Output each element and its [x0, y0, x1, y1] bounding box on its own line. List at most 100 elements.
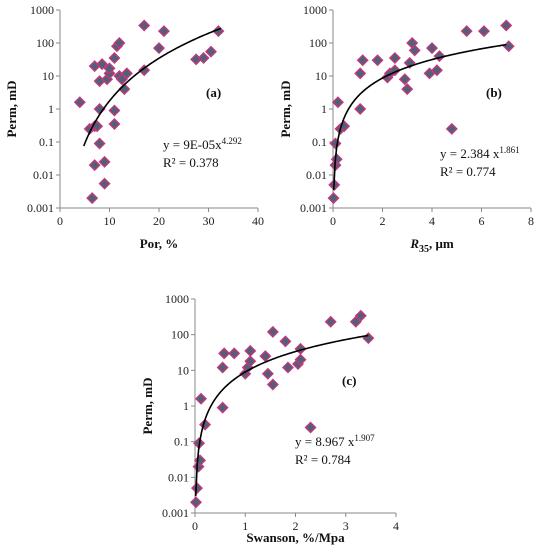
- data-point-fill: [140, 21, 149, 30]
- data-point: [261, 367, 274, 380]
- data-point-fill: [283, 363, 292, 372]
- data-point: [98, 177, 111, 190]
- data-point-fill: [220, 349, 229, 358]
- data-point: [430, 64, 443, 77]
- data-point: [216, 401, 229, 414]
- data-point: [108, 52, 121, 65]
- data-point: [371, 54, 384, 67]
- data-point: [244, 355, 257, 368]
- x-axis-title-main: R: [409, 236, 419, 251]
- data-point-fill: [115, 39, 124, 47]
- trendline: [83, 27, 222, 147]
- x-tick-label: 8: [528, 214, 534, 228]
- data-point: [108, 118, 121, 131]
- trend-equation: y = 9E-05x4.292: [163, 136, 242, 152]
- data-point-fill: [261, 352, 270, 361]
- trendline: [194, 334, 369, 497]
- x-tick-label: 0: [57, 214, 63, 228]
- data-point-fill: [75, 98, 84, 107]
- x-tick-label: 20: [153, 214, 165, 228]
- data-point: [502, 40, 515, 53]
- x-tick-label: 10: [104, 214, 116, 228]
- data-point-fill: [425, 69, 434, 78]
- data-point-fill: [400, 75, 409, 84]
- x-tick-label: 1: [242, 519, 248, 533]
- x-tick-label: 6: [479, 214, 485, 228]
- y-tick-label: 10: [177, 363, 189, 377]
- data-point-fill: [110, 54, 119, 63]
- data-point: [331, 96, 344, 109]
- data-point-fill: [246, 346, 255, 355]
- data-point-fill: [100, 157, 109, 166]
- data-point: [324, 315, 337, 328]
- y-tick-label: 100: [171, 328, 189, 342]
- data-point-fill: [159, 27, 168, 36]
- trend-equation-base: y = 9E-05x: [163, 137, 222, 152]
- data-point: [153, 42, 165, 55]
- r-squared: R² = 0.774: [440, 164, 496, 179]
- x-axis-title-subscript: 35: [419, 244, 429, 255]
- data-point: [327, 192, 340, 205]
- data-point-fill: [110, 106, 119, 115]
- data-point-fill: [110, 120, 119, 129]
- y-tick-label: 100: [309, 36, 327, 50]
- trend-equation-exponent: 4.292: [222, 136, 242, 146]
- y-tick-label: 0.001: [162, 506, 189, 520]
- trend-equation: y = 2.384 x1.861: [440, 145, 520, 161]
- data-point-fill: [88, 194, 97, 203]
- x-tick-label: 40: [252, 214, 264, 228]
- data-point-fill: [428, 44, 436, 53]
- data-point-fill: [98, 60, 107, 69]
- data-point-fill: [504, 42, 513, 51]
- x-tick-label: 4: [429, 214, 435, 228]
- data-point: [228, 347, 241, 360]
- data-point-fill: [246, 357, 255, 366]
- y-tick-label: 0.01: [306, 168, 327, 182]
- data-point-fill: [479, 27, 488, 36]
- data-point: [197, 52, 210, 65]
- data-point-fill: [356, 69, 365, 78]
- data-point: [93, 137, 106, 150]
- data-point: [281, 361, 294, 374]
- y-tick-label: 1000: [303, 3, 327, 17]
- data-point: [86, 192, 99, 205]
- trend-equation: y = 8.967 x1.907: [295, 433, 375, 449]
- x-tick-label: 0: [330, 214, 336, 228]
- data-point-fill: [218, 363, 227, 372]
- x-tick-label: 3: [343, 519, 349, 533]
- data-point-fill: [263, 369, 272, 378]
- data-point: [329, 137, 342, 150]
- data-point: [259, 350, 272, 363]
- data-point: [88, 159, 101, 172]
- y-tick-label: 100: [36, 36, 54, 50]
- y-tick-label: 0.01: [33, 168, 54, 182]
- data-point: [138, 19, 151, 32]
- trend-equation-base: y = 8.967 x: [295, 434, 355, 449]
- data-point: [138, 64, 151, 77]
- data-point-fill: [206, 47, 215, 56]
- data-point: [195, 392, 208, 405]
- data-point-fill: [306, 423, 315, 432]
- y-tick-label: 10: [42, 69, 54, 83]
- data-point-fill: [122, 69, 131, 78]
- trend-equation-exponent: 1.907: [354, 433, 375, 443]
- y-tick-label: 0.01: [168, 470, 189, 484]
- x-axis-title: Swanson, %/Mpa: [246, 530, 345, 545]
- data-point: [408, 44, 421, 57]
- y-tick-label: 1000: [30, 3, 54, 17]
- data-point: [73, 96, 86, 109]
- data-point: [356, 54, 369, 67]
- y-tick-label: 1000: [165, 292, 189, 306]
- data-point-fill: [230, 349, 239, 358]
- data-point: [157, 25, 170, 38]
- data-point-fill: [100, 179, 109, 188]
- y-tick-label: 10: [315, 69, 327, 83]
- data-point-fill: [192, 498, 201, 507]
- data-point-fill: [117, 75, 126, 84]
- data-point: [477, 25, 490, 38]
- data-point-fill: [373, 56, 382, 65]
- y-tick-label: 0.001: [300, 201, 327, 215]
- data-point: [216, 361, 229, 374]
- data-point: [98, 155, 111, 168]
- panel-label: (c): [342, 373, 356, 388]
